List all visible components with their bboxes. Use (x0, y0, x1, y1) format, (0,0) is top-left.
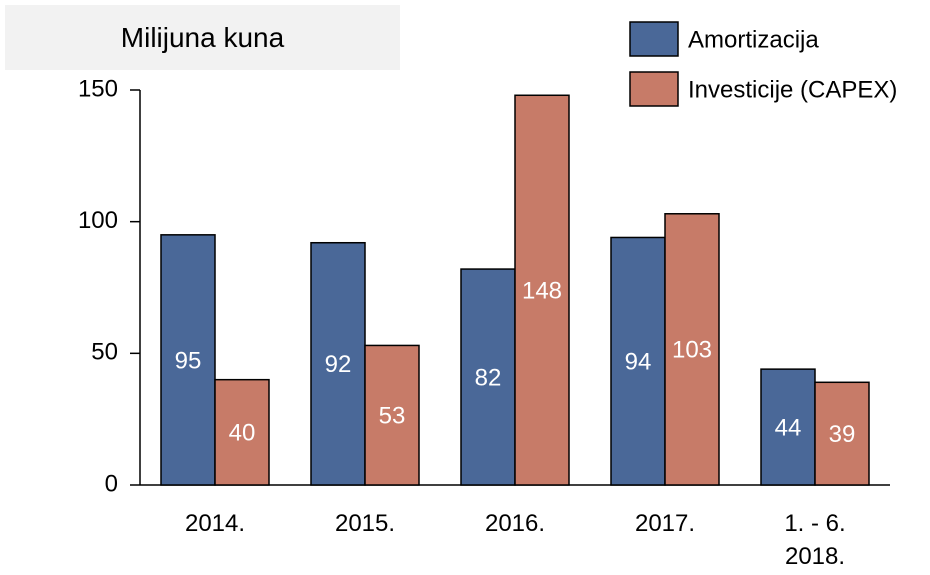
legend-label: Amortizacija (688, 26, 819, 53)
x-tick-label: 2017. (634, 510, 696, 537)
data-label: 53 (379, 403, 406, 430)
data-label: 103 (672, 337, 712, 364)
data-label: 92 (325, 351, 352, 378)
x-tick-label: 1. - 6. 2018. (784, 510, 846, 570)
y-tick-label: 100 (78, 207, 118, 234)
bar (460, 268, 516, 486)
legend-swatch (629, 21, 679, 57)
bar (814, 381, 870, 486)
bar (514, 94, 570, 486)
y-tick-label: 50 (91, 339, 118, 366)
bar (160, 234, 216, 486)
bar (610, 236, 666, 486)
y-tick-label: 150 (78, 75, 118, 102)
chart-title: Milijuna kuna (5, 5, 400, 70)
data-label: 40 (229, 420, 256, 447)
legend-label: Investicije (CAPEX) (688, 76, 897, 103)
x-tick-label: 2015. (334, 510, 396, 537)
y-tick-label: 0 (105, 470, 118, 497)
bar (214, 378, 270, 486)
bar (760, 368, 816, 486)
x-tick-label: 2016. (484, 510, 546, 537)
x-tick-label: 2014. (184, 510, 246, 537)
data-label: 95 (175, 347, 202, 374)
data-label: 148 (522, 277, 562, 304)
bar (664, 213, 720, 486)
data-label: 39 (829, 421, 856, 448)
data-label: 94 (625, 349, 652, 376)
legend-swatch (629, 71, 679, 107)
data-label: 82 (475, 364, 502, 391)
bar (364, 344, 420, 486)
data-label: 44 (775, 414, 802, 441)
